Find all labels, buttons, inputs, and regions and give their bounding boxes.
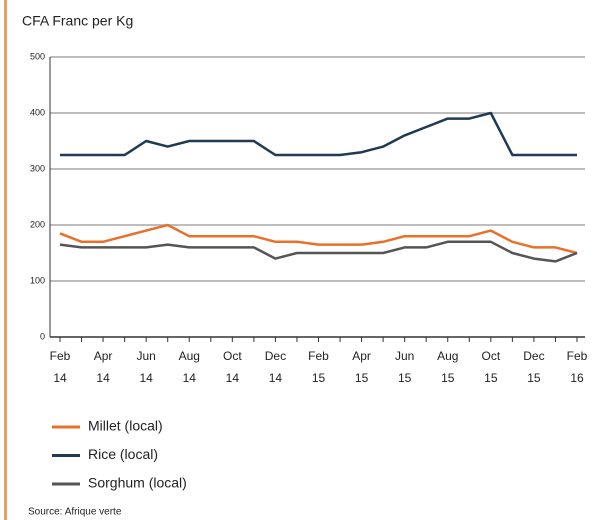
series-line: [59, 240, 578, 263]
chart-title: CFA Franc per Kg: [22, 13, 133, 29]
series-line: [59, 223, 578, 255]
y-tick-label: 100: [30, 275, 45, 285]
x-tick-label: Dec 14: [265, 349, 286, 385]
side-border: [4, 0, 7, 520]
x-tick-label: Oct 14: [223, 349, 242, 385]
x-tick-label: Jun 15: [395, 349, 414, 385]
x-tick-label: Dec 15: [523, 349, 544, 385]
x-tick-label: Feb 15: [308, 349, 329, 385]
y-tick-label: 200: [30, 219, 45, 229]
y-tick-label: 300: [30, 163, 45, 173]
x-tick-label: Apr 15: [352, 349, 371, 385]
x-tick-label: Apr 14: [94, 349, 113, 385]
y-tick-label: 400: [30, 107, 45, 117]
legend-label: Rice (local): [88, 446, 158, 462]
x-tick-label: Oct 15: [481, 349, 500, 385]
source: Source: Afrique verte: [28, 507, 122, 518]
legend-label: Sorghum (local): [88, 475, 187, 491]
x-tick-label: Aug 14: [179, 349, 200, 385]
legend-label: Millet (local): [88, 418, 163, 434]
x-tick-label: Jun 14: [136, 349, 155, 385]
x-tick-label: Feb 14: [50, 349, 71, 385]
y-tick-label: 500: [30, 51, 45, 61]
y-tick-label: 0: [40, 331, 45, 341]
x-tick-label: Aug 15: [437, 349, 458, 385]
series-line: [60, 111, 577, 157]
x-tick-label: Feb 16: [567, 349, 588, 385]
